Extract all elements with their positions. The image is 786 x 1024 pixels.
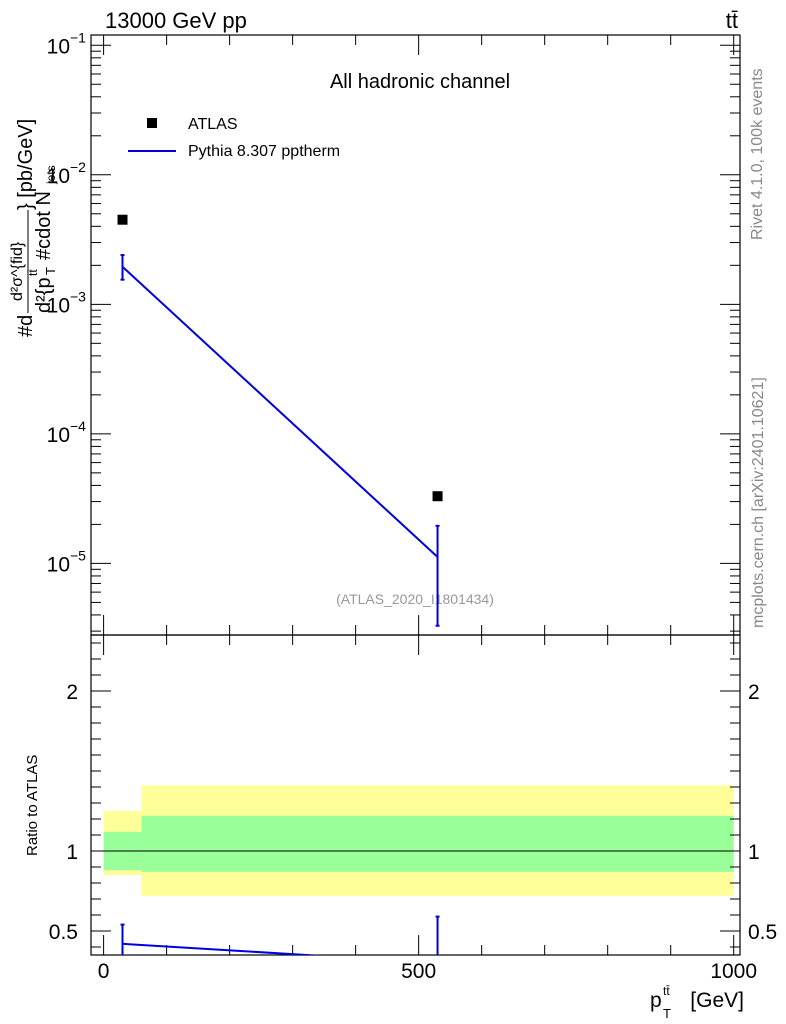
main-axis-ticks: 10−510−410−310−210−1 xyxy=(47,29,740,635)
ratio-series-layer xyxy=(120,915,440,955)
ratio-y-axis-label: Ratio to ATLAS xyxy=(24,755,41,856)
ratio-axis-ticks: 0.5 0.5 1 1 2 2 0 500 1000 xyxy=(49,635,777,983)
legend-atlas-label: ATLAS xyxy=(188,116,238,133)
analysis-watermark: (ATLAS_2020_I1801434) xyxy=(336,591,494,607)
x-label-superscript-tt: tt̄ xyxy=(663,984,670,998)
ratio-plot-frame xyxy=(90,634,741,956)
x-label-units: [GeV] xyxy=(690,989,744,1012)
main-y-tick-exponent: −2 xyxy=(70,159,86,175)
main-y-tick-exponent: −5 xyxy=(70,547,86,563)
ratio-inner-band-1 xyxy=(141,815,734,872)
main-y-tick-exponent: −3 xyxy=(70,288,86,304)
main-y-tick-label: 10 xyxy=(47,294,70,317)
x-tick-label: 500 xyxy=(401,960,436,983)
process-label: tt̄ xyxy=(726,8,738,33)
y-label-subscript-t: T xyxy=(43,267,58,275)
main-y-tick-exponent: −4 xyxy=(70,418,86,434)
legend: ATLAS Pythia 8.307 pptherm xyxy=(128,116,340,160)
legend-atlas-marker xyxy=(147,118,157,128)
ratio-y-tick-label-left: 2 xyxy=(66,681,78,704)
ratio-y-tick-label-left: 1 xyxy=(66,841,78,864)
main-y-tick-label: 10 xyxy=(47,424,70,447)
x-axis-label: p T tt̄ [GeV] xyxy=(650,984,744,1021)
x-tick-label: 1000 xyxy=(710,960,757,983)
y-label-cdot-n: #cdot N xyxy=(33,191,55,260)
main-y-tick-label: 10 xyxy=(47,165,70,188)
y-label-superscript-tt: tt̄ xyxy=(26,269,40,276)
ratio-y-tick-label-right: 2 xyxy=(748,681,760,704)
main-y-tick-exponent: −1 xyxy=(70,29,86,45)
y-label-d: #d xyxy=(15,315,37,337)
atlas-data-point xyxy=(117,214,128,225)
y-label-denominator: d²{p xyxy=(33,277,55,313)
chart-title: All hadronic channel xyxy=(330,71,510,93)
pythia-curve xyxy=(121,266,439,558)
y-label-units: } [pb/GeV] xyxy=(15,119,37,210)
source-label: mcplots.cern.ch [arXiv:2401.10621] xyxy=(750,377,767,628)
y-label-subscript-jets: jets xyxy=(44,165,58,185)
y-label-numerator: d²σ^{fid} xyxy=(9,241,26,301)
pythia-ratio-curve xyxy=(122,942,323,955)
energy-label: 13000 GeV pp xyxy=(105,8,247,33)
ratio-y-tick-label-right: 0.5 xyxy=(748,921,777,944)
legend-pythia-label: Pythia 8.307 pptherm xyxy=(188,143,340,160)
atlas-data-point xyxy=(432,491,443,502)
main-y-tick-label: 10 xyxy=(47,35,70,58)
x-label-subscript-t: T xyxy=(663,1006,671,1021)
ratio-bands xyxy=(103,785,734,896)
main-y-tick-label: 10 xyxy=(47,553,70,576)
ratio-y-tick-label-right: 1 xyxy=(748,841,760,864)
x-tick-label: 0 xyxy=(98,960,110,983)
x-label-p: p xyxy=(650,989,662,1012)
main-y-axis-label: #d d²σ^{fid} d²{p T tt̄ #cdot N jets } [… xyxy=(9,119,58,337)
rivet-version-label: Rivet 4.1.0, 100k events xyxy=(749,68,766,240)
main-series-layer xyxy=(117,214,443,627)
ratio-y-tick-label-left: 0.5 xyxy=(49,921,78,944)
